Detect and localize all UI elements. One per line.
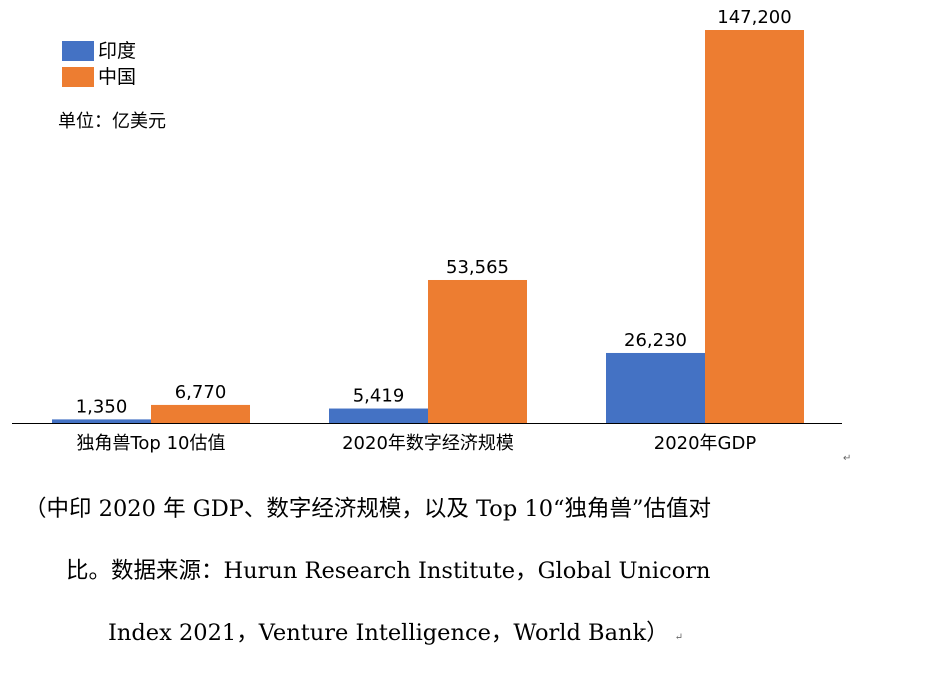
bar-chart: 1,350 6,770 独角兽Top 10估值 5,419 53,565 2020年数字经… [12,7,842,454]
data-label-india-1: 5,419 [353,386,405,407]
category-label-2: 2020年GDP [654,433,757,454]
data-label-china-1: 53,565 [446,257,509,278]
legend-item-india: 印度 [62,38,136,64]
data-label-china-2: 147,200 [717,7,791,28]
labels-group: 1,350 6,770 独角兽Top 10估值 5,419 53,565 2020年数字经… [76,7,792,454]
category-label-0: 独角兽Top 10估值 [76,433,225,454]
data-label-china-0: 6,770 [175,382,227,403]
unit-label: 单位：亿美元 [58,111,166,132]
bar-china-2 [705,30,804,423]
legend-label-india: 印度 [98,40,137,62]
legend-item-china: 中国 [62,64,136,90]
caption-line-3: Index 2021，Venture Intelligence，World Ba… [108,620,669,646]
bar-india-0 [52,419,151,423]
legend-swatch-china [62,67,94,87]
paragraph-mark-caption: ↵ [674,632,684,643]
bars-group [52,30,804,423]
bar-china-1 [428,279,527,423]
category-label-1: 2020年数字经济规模 [342,433,514,454]
paragraph-mark-chart: ↵ [843,453,852,464]
legend: 印度 中国 [62,38,136,90]
caption-line-1: （中印 2020 年 GDP、数字经济规模，以及 Top 10“独角兽”估值对 [24,496,712,522]
bar-india-1 [329,408,428,423]
bar-india-2 [606,352,705,423]
data-label-india-0: 1,350 [76,396,128,417]
data-label-india-2: 26,230 [624,330,687,351]
caption-line-2: 比。数据来源：Hurun Research Institute，Global U… [66,558,711,584]
legend-swatch-india [62,41,94,61]
legend-label-china: 中国 [98,66,137,88]
bar-china-0 [151,404,250,423]
